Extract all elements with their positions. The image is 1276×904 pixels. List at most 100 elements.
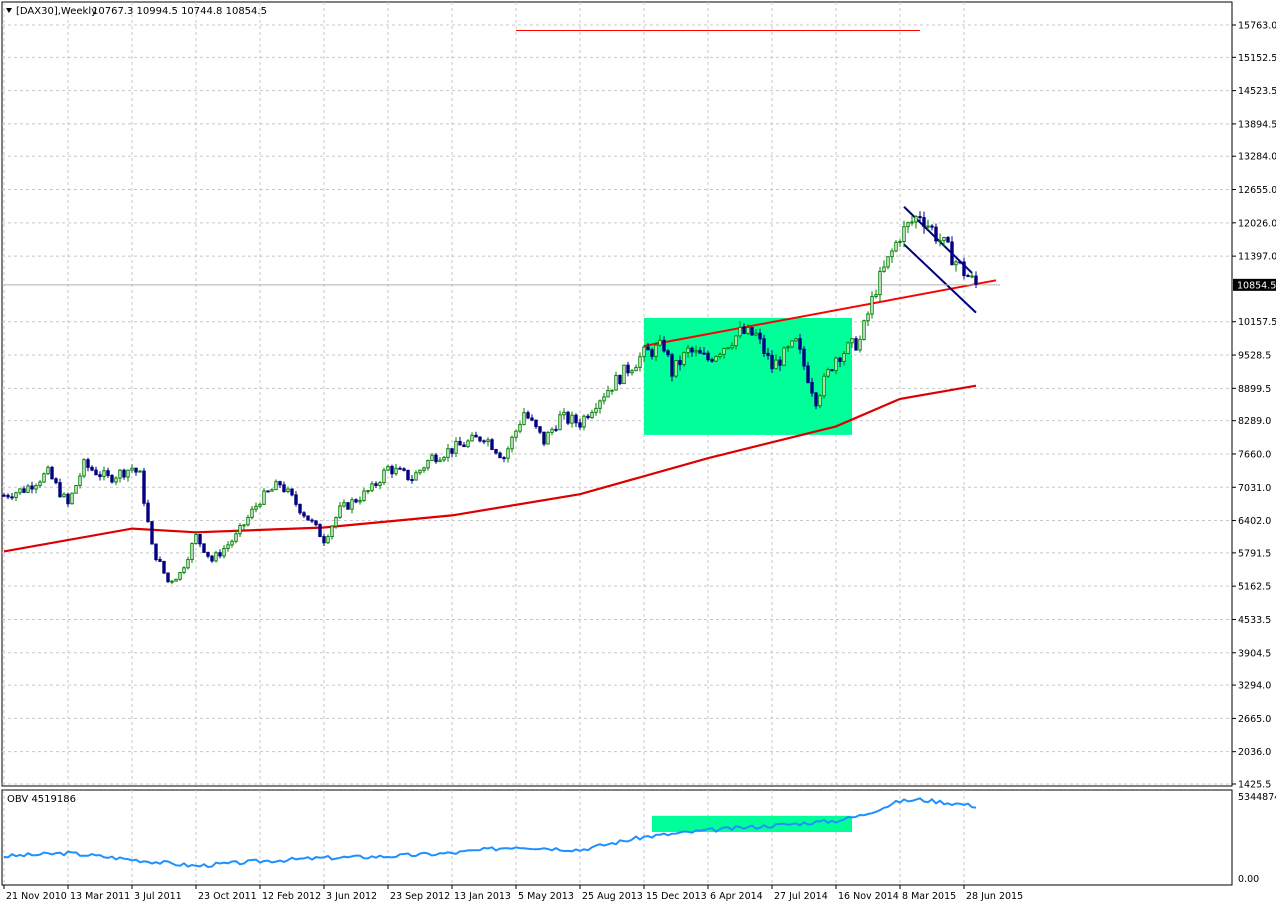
candle-body: [254, 505, 258, 510]
candle-body: [714, 355, 718, 362]
candle-body: [2, 494, 6, 497]
candle-body: [118, 469, 122, 479]
candle-body: [74, 484, 78, 494]
x-tick-label: 23 Sep 2012: [390, 891, 450, 902]
candle-body: [358, 500, 362, 503]
candle-body: [654, 344, 658, 357]
candle-body: [778, 359, 782, 366]
candle-body: [774, 359, 778, 370]
candle-body: [278, 481, 282, 486]
candle-body: [174, 578, 178, 582]
candle-body: [862, 320, 866, 340]
candle-body: [938, 240, 942, 243]
candle-body: [82, 459, 86, 477]
y-tick-label: 8289.0: [1238, 416, 1271, 427]
candle-body: [670, 354, 674, 377]
candle-body: [354, 499, 358, 503]
candle-body: [410, 478, 414, 481]
candle-body: [378, 482, 382, 486]
x-tick-label: 28 Jun 2015: [966, 891, 1023, 902]
candle-body: [794, 338, 798, 342]
candle-body: [522, 412, 526, 426]
candle-body: [626, 364, 630, 374]
candle-body: [274, 481, 278, 491]
y-tick-label: 15763.0: [1238, 21, 1276, 32]
candle-body: [926, 225, 930, 228]
candle-body: [666, 350, 670, 356]
candle-body: [334, 516, 338, 527]
candle-body: [430, 454, 434, 462]
candle-body: [542, 431, 546, 445]
candle-body: [974, 275, 978, 285]
candle-body: [454, 440, 458, 454]
x-tick-label: 15 Dec 2013: [646, 891, 707, 902]
candle-body: [346, 502, 350, 510]
candle-body: [242, 524, 246, 527]
candle-body: [610, 389, 614, 392]
candle-body: [950, 241, 954, 266]
obv-title: OBV 4519186: [7, 794, 76, 805]
candle-body: [402, 468, 406, 471]
candle-body: [214, 552, 218, 562]
candle-body: [802, 348, 806, 367]
candle-body: [322, 536, 326, 544]
candle-body: [526, 412, 530, 419]
last-price-label: 10854.5: [1237, 280, 1276, 291]
candle-body: [218, 552, 222, 557]
x-tick-label: 6 Apr 2014: [710, 891, 763, 902]
triangle-down-icon[interactable]: [6, 8, 12, 13]
candle-body: [758, 332, 762, 340]
candle-body: [742, 326, 746, 334]
candle-body: [694, 350, 698, 353]
candlesticks: [2, 211, 978, 585]
candle-body: [746, 327, 750, 334]
candle-body: [366, 490, 370, 493]
obv-panel: 5344874 0.00: [3, 792, 1276, 885]
candle-body: [570, 414, 574, 424]
candle-body: [634, 366, 638, 372]
candle-body: [330, 525, 334, 538]
candle-body: [630, 370, 634, 374]
candle-body: [722, 347, 726, 355]
candle-body: [110, 474, 114, 483]
main-chart-frame: [1, 1, 1233, 787]
candle-body: [530, 417, 534, 421]
candle-body: [846, 342, 850, 354]
candle-body: [230, 540, 234, 546]
candle-body: [210, 555, 214, 562]
candle-body: [954, 261, 958, 266]
candle-body: [130, 467, 134, 471]
candle-body: [250, 508, 254, 518]
candle-body: [342, 502, 346, 507]
candle-body: [762, 338, 766, 354]
candle-body: [766, 352, 770, 356]
candle-body: [498, 452, 502, 459]
candle-body: [698, 350, 702, 354]
candle-body: [690, 347, 694, 353]
candle-body: [946, 236, 950, 243]
candle-body: [834, 357, 838, 372]
candle-body: [390, 465, 394, 475]
candle-body: [98, 474, 102, 478]
candle-body: [890, 250, 894, 258]
candle-body: [770, 354, 774, 370]
candle-body: [662, 339, 666, 352]
candle-body: [882, 266, 886, 272]
candle-body: [426, 460, 430, 469]
candle-body: [674, 359, 678, 377]
candle-body: [50, 466, 54, 480]
candle-body: [6, 494, 10, 498]
x-tick-label: 3 Jul 2011: [134, 891, 182, 902]
candle-body: [806, 365, 810, 384]
candle-body: [78, 475, 82, 486]
candle-body: [314, 520, 318, 526]
candle-body: [566, 411, 570, 424]
candle-body: [438, 459, 442, 463]
y-tick-label: 9528.5: [1238, 351, 1271, 362]
candle-body: [222, 547, 226, 557]
y-tick-label: 1425.5: [1238, 780, 1271, 791]
moving-average: [3, 384, 977, 553]
candle-body: [442, 456, 446, 461]
y-tick-label: 11397.0: [1238, 252, 1276, 263]
candle-body: [706, 352, 710, 361]
